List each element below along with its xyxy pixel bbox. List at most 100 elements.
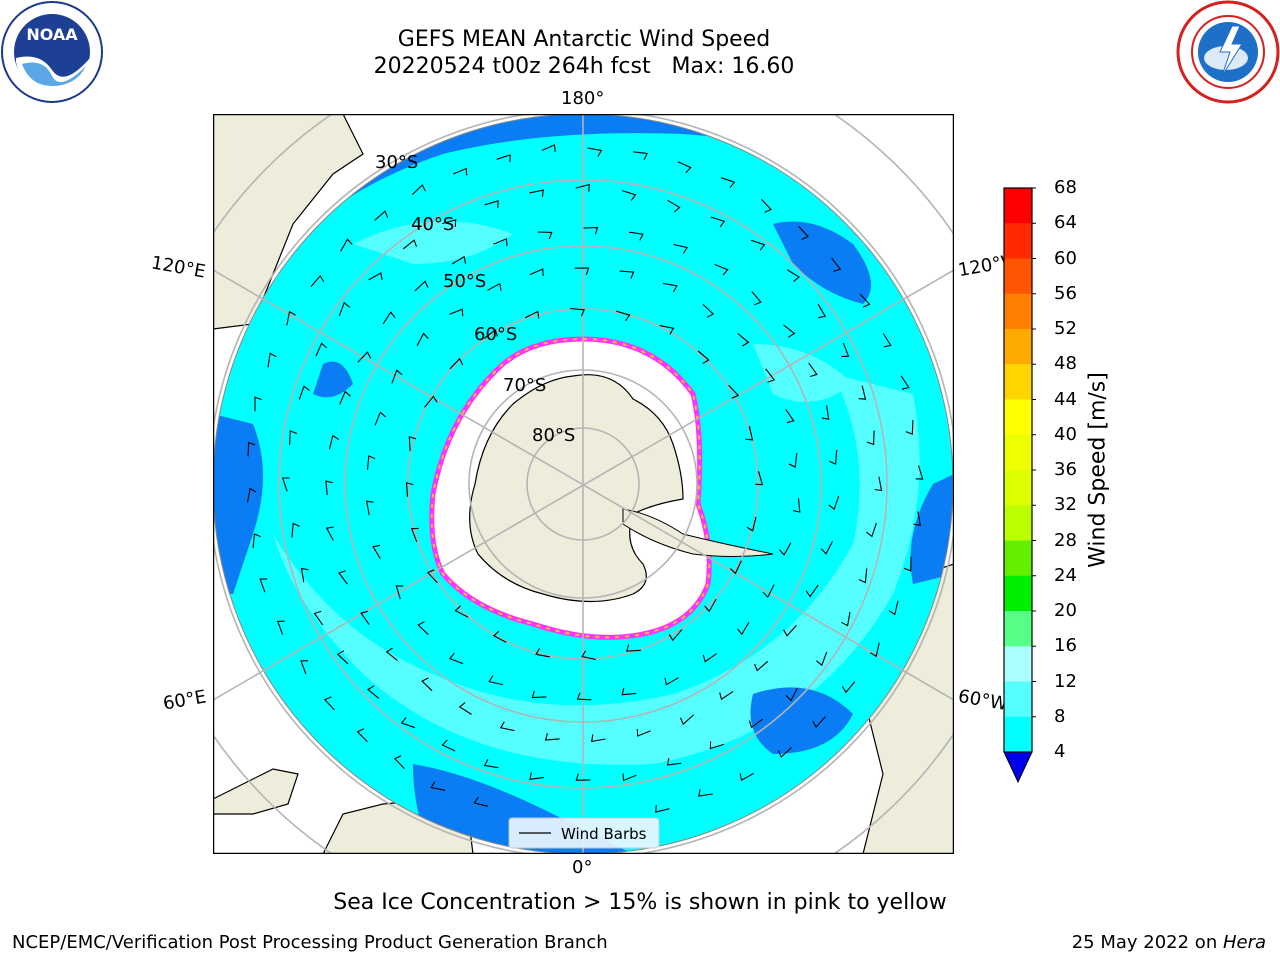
wind-barb: [728, 384, 740, 399]
wind-barb: [587, 147, 603, 157]
wind-barb: [488, 675, 504, 686]
wind-barb: [762, 584, 775, 599]
wind-barb: [760, 198, 772, 213]
wind-barb: [621, 190, 637, 201]
wind-barb: [531, 690, 547, 699]
wind-barb: [859, 293, 871, 308]
wind-barb: [246, 487, 257, 503]
wind-barb: [714, 263, 729, 276]
wind-barb: [673, 243, 688, 254]
wind-barb: [812, 716, 826, 729]
wind-barb: [583, 227, 599, 235]
wind-barb: [786, 269, 800, 282]
wind-barb: [441, 739, 456, 752]
wind-barb: [524, 310, 540, 319]
wind-barb: [633, 151, 648, 161]
wind-barb: [841, 342, 850, 358]
wind-barb: [667, 199, 681, 213]
wind-barb: [442, 219, 457, 227]
wind-barb: [709, 741, 724, 750]
wind-barb: [576, 692, 592, 701]
wind-barb: [831, 257, 842, 272]
wind-barb: [581, 650, 596, 661]
wind-barb: [820, 541, 833, 555]
graticule: [213, 114, 954, 854]
wind-barb: [424, 395, 438, 408]
wind-barb: [374, 210, 389, 221]
wind-barb: [405, 482, 414, 497]
wind-barb: [323, 696, 335, 711]
wind-barb: [408, 436, 417, 451]
wind-barb: [746, 516, 757, 532]
wind-barb: [449, 308, 464, 317]
lat-label-30s: 30°S: [375, 152, 418, 173]
wind-barb: [737, 332, 750, 347]
wind-barb: [529, 772, 544, 780]
wind-barb: [529, 268, 544, 277]
wind-barb: [385, 647, 398, 662]
wind-barb: [339, 390, 351, 405]
wind-barb: [286, 310, 296, 326]
wind-barb: [841, 681, 856, 694]
wind-barb: [395, 585, 404, 600]
lat-label-40s: 40°S: [411, 214, 454, 235]
noaa-logo-icon: NOAA: [1, 1, 103, 103]
wind-barb: [483, 328, 499, 339]
wind-barb: [792, 498, 801, 513]
wind-barb: [414, 280, 429, 292]
colorbar-tick-label: 64: [1054, 212, 1077, 234]
antarctica-land: [469, 374, 684, 603]
wind-barb: [591, 734, 606, 743]
wind-barb: [328, 434, 339, 450]
chart-subtitle: 20220524 t00z 264h fcst Max: 16.60: [373, 54, 795, 79]
wind-barb: [858, 568, 868, 584]
wind-barb: [679, 714, 694, 726]
wind-barb: [336, 650, 349, 665]
colorbar-cell: [1004, 258, 1032, 295]
wind-barb: [325, 526, 334, 541]
wind-barb: [636, 728, 651, 737]
wind-barb: [448, 652, 464, 665]
wind-barb: [874, 476, 883, 492]
wind-barb: [751, 291, 762, 306]
wind-barb: [748, 718, 764, 729]
wind-barb: [276, 620, 285, 635]
noaa-logo-text: NOAA: [26, 25, 78, 44]
wind-barb: [575, 183, 590, 192]
wind-barb: [655, 805, 670, 813]
wind-barb: [785, 408, 795, 424]
colorbar-tick-label: 68: [1054, 177, 1077, 198]
wind-barb: [411, 183, 426, 195]
wind-barb: [778, 542, 792, 556]
wind-barb: [537, 231, 553, 240]
wind-barb: [668, 629, 683, 642]
wind-barb: [391, 369, 403, 384]
colorbar-tick-label: 8: [1054, 705, 1066, 727]
wind-barb: [621, 687, 637, 696]
colorbar-cell: [1004, 329, 1032, 365]
wind-barb: [360, 610, 370, 625]
lon-label-180: 180°: [561, 88, 605, 109]
wind-barb: [356, 728, 368, 743]
wind-barb: [374, 411, 386, 426]
colorbar-tick-label: 28: [1054, 529, 1077, 551]
wind-barb: [783, 625, 797, 637]
wind-barb: [698, 789, 713, 797]
wind-barb: [382, 311, 396, 325]
wind-barb: [677, 161, 692, 173]
wind-barb: [535, 647, 551, 658]
wind-barb: [458, 702, 472, 715]
wind-barb: [453, 167, 468, 176]
wind-barb: [570, 307, 586, 317]
wind-barb: [730, 560, 742, 575]
colorbar-tick-label: 24: [1054, 564, 1077, 586]
lat-label-70s: 70°S: [503, 375, 546, 396]
colorbar-tick-label: 52: [1054, 318, 1077, 339]
wind-barb: [870, 642, 880, 658]
wind-barb: [664, 677, 679, 686]
wind-barb: [367, 685, 380, 699]
colorbar-cell: [1004, 681, 1032, 718]
wind-barb: [300, 567, 309, 583]
wind-barb: [340, 238, 353, 252]
wind-barb: [291, 522, 300, 538]
